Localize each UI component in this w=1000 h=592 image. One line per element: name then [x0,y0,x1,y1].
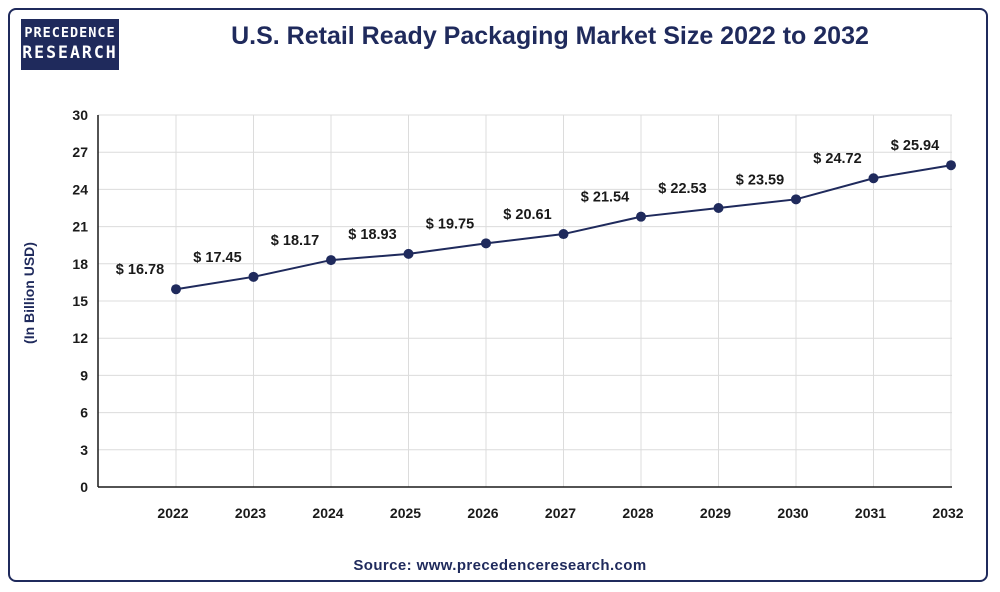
x-tick-label: 2031 [855,505,886,521]
x-tick-label: 2027 [545,505,576,521]
data-point [791,194,801,205]
data-point [636,211,646,222]
data-label: $ 22.53 [658,181,706,197]
y-tick-label: 30 [72,107,88,123]
x-tick-label: 2023 [235,505,266,521]
x-tick-label: 2030 [777,505,808,521]
data-point [946,160,956,171]
data-label: $ 20.61 [503,207,551,223]
y-tick-label: 18 [72,256,88,272]
data-label: $ 16.78 [116,262,164,278]
data-label: $ 21.54 [581,190,629,206]
data-point [481,238,491,249]
x-tick-label: 2025 [390,505,421,521]
y-tick-label: 9 [80,367,88,383]
data-label: $ 24.72 [813,151,861,167]
data-label: $ 18.93 [348,227,396,243]
x-tick-label: 2026 [467,505,498,521]
data-label: $ 23.59 [736,172,784,188]
chart-title: U.S. Retail Ready Packaging Market Size … [231,22,869,50]
x-tick-label: 2032 [932,505,963,521]
y-tick-label: 0 [80,479,88,495]
data-point [248,271,259,282]
source-note: Source: www.precedenceresearch.com [353,557,647,574]
y-tick-label: 27 [72,144,88,160]
data-point [171,284,181,295]
data-label: $ 18.17 [271,233,319,249]
y-tick-label: 12 [72,330,88,346]
brand-logo-line1: PRECEDENCE [24,25,116,41]
data-point [403,248,414,259]
x-tick-label: 2022 [157,505,188,521]
x-tick-label: 2024 [312,505,343,521]
x-tick-label: 2028 [622,505,653,521]
y-tick-label: 6 [80,405,88,421]
data-label: $ 19.75 [426,216,474,232]
y-tick-label: 3 [80,442,88,458]
data-point [713,203,724,213]
data-point [558,229,569,240]
data-label: $ 25.94 [891,138,939,154]
brand-logo: PRECEDENCE RESEARCH [21,19,119,70]
data-point [868,173,879,184]
y-tick-label: 24 [72,181,88,197]
x-tick-label: 2029 [700,505,731,521]
brand-logo-line2: RESEARCH [22,43,118,62]
data-label: $ 17.45 [193,250,241,266]
y-tick-label: 21 [72,219,88,235]
data-point [326,255,336,266]
y-tick-label: 15 [72,293,88,309]
